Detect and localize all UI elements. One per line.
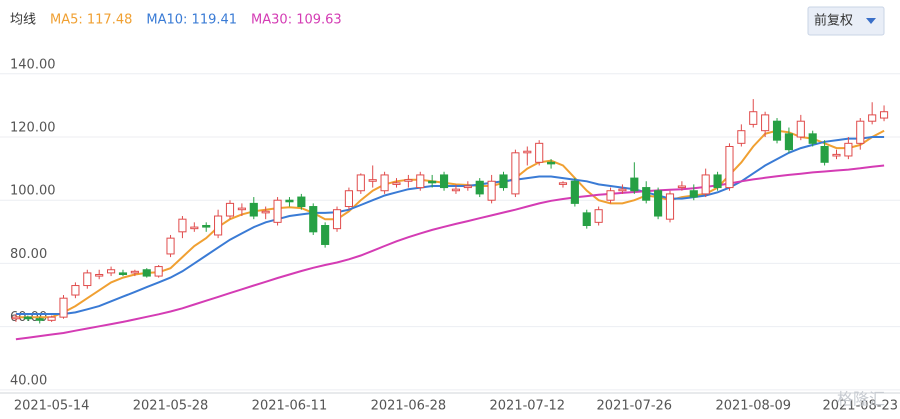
candle-body <box>321 225 330 245</box>
indicator-label: 均线 <box>10 13 36 28</box>
candle-body <box>118 272 128 275</box>
candle-body <box>142 269 151 277</box>
button-label[interactable]: 前复权 <box>814 13 853 29</box>
x-tick-label: 2021-06-11 <box>252 399 328 414</box>
candle-body <box>23 316 32 320</box>
candle-body <box>606 190 615 201</box>
candle-body <box>630 177 639 192</box>
candle-body <box>47 316 56 321</box>
candle-body <box>178 218 187 233</box>
candle-body <box>392 182 401 185</box>
candle-body <box>713 174 722 189</box>
candle-body <box>285 199 294 203</box>
candle-body <box>547 161 556 165</box>
button-bg[interactable] <box>807 6 885 36</box>
y-tick-label: 120.00 <box>10 121 56 136</box>
y-tick-label: 80.00 <box>10 247 47 262</box>
ma-line <box>15 129 885 319</box>
candle-body <box>725 145 734 189</box>
candle-body <box>154 266 163 277</box>
candle-body <box>499 174 508 189</box>
candle-body <box>761 114 770 132</box>
candle-body <box>558 182 568 185</box>
candle-body <box>332 209 342 230</box>
x-tick-label: 2021-08-23 <box>822 399 898 414</box>
candle-body <box>856 120 865 144</box>
candle-body <box>273 199 282 223</box>
candle-body <box>166 237 175 255</box>
candle-body <box>190 226 199 230</box>
candle-body <box>309 206 318 233</box>
candle-body <box>59 297 68 318</box>
candle-body <box>570 180 579 204</box>
candle-body <box>428 180 437 184</box>
candle-body <box>451 188 461 192</box>
candle-body <box>356 174 365 192</box>
candle-body <box>832 153 841 157</box>
candle-body <box>511 152 520 195</box>
candle-body <box>261 210 270 214</box>
candle-body <box>35 318 44 321</box>
y-tick-label: 100.00 <box>10 184 56 199</box>
candle-body <box>737 130 746 144</box>
candle-body <box>618 188 627 192</box>
candle-body <box>404 179 413 182</box>
x-tick-label: 2021-07-26 <box>597 399 673 414</box>
candle-body <box>784 133 793 151</box>
candle-body <box>130 270 139 274</box>
candle-body <box>214 215 223 236</box>
candle-body <box>701 174 710 195</box>
candle-body <box>237 207 246 211</box>
candle-body <box>879 111 889 119</box>
candle-body <box>11 316 21 320</box>
x-tick-label: 2021-07-12 <box>490 399 566 414</box>
candle-body <box>463 185 472 189</box>
candle-body <box>677 185 686 189</box>
candle-body <box>416 174 425 189</box>
candle-body <box>642 187 651 201</box>
candle-body <box>475 180 484 195</box>
adjust-button[interactable]: 前复权 <box>807 6 885 36</box>
ma-line <box>15 164 885 341</box>
candle-body <box>689 190 698 198</box>
candle-body <box>95 273 104 277</box>
candle-body <box>820 145 829 163</box>
x-tick-label: 2021-05-14 <box>14 399 90 414</box>
candle-body <box>868 114 877 122</box>
candle-body <box>439 174 449 189</box>
x-tick-label: 2021-06-28 <box>371 399 447 414</box>
legend-entry: MA10: 119.41 <box>146 13 237 28</box>
watermark: 格隆汇 <box>837 390 885 409</box>
candle-body <box>297 196 306 208</box>
candle-body <box>380 174 389 192</box>
candle-body <box>344 190 353 208</box>
candle-body <box>844 142 853 157</box>
dropdown-arrow[interactable] <box>866 18 876 24</box>
candle-body <box>71 285 80 296</box>
candle-body <box>796 120 805 138</box>
legend-entry: MA5: 117.48 <box>50 13 132 28</box>
candle-body <box>772 120 782 141</box>
candle-body <box>368 179 377 182</box>
candle-body <box>594 209 603 223</box>
candle-body <box>225 202 235 217</box>
legend-entry: MA30: 109.63 <box>251 13 342 28</box>
candle-body <box>808 133 817 144</box>
x-tick-label: 2021-05-28 <box>133 399 209 414</box>
candle-body <box>83 272 92 287</box>
y-tick-label: 140.00 <box>10 57 56 72</box>
candle-body <box>654 190 663 217</box>
candle-body <box>202 225 211 228</box>
candle-body <box>535 142 544 163</box>
candle-body <box>523 150 532 154</box>
x-tick-label: 2021-08-09 <box>715 399 791 414</box>
candle-body <box>107 269 116 274</box>
candle-body <box>487 180 496 201</box>
candle-body <box>249 202 258 217</box>
y-tick-label: 40.00 <box>10 373 47 388</box>
candle-body <box>665 193 675 220</box>
candle-body <box>582 212 591 226</box>
candle-body <box>749 111 758 125</box>
